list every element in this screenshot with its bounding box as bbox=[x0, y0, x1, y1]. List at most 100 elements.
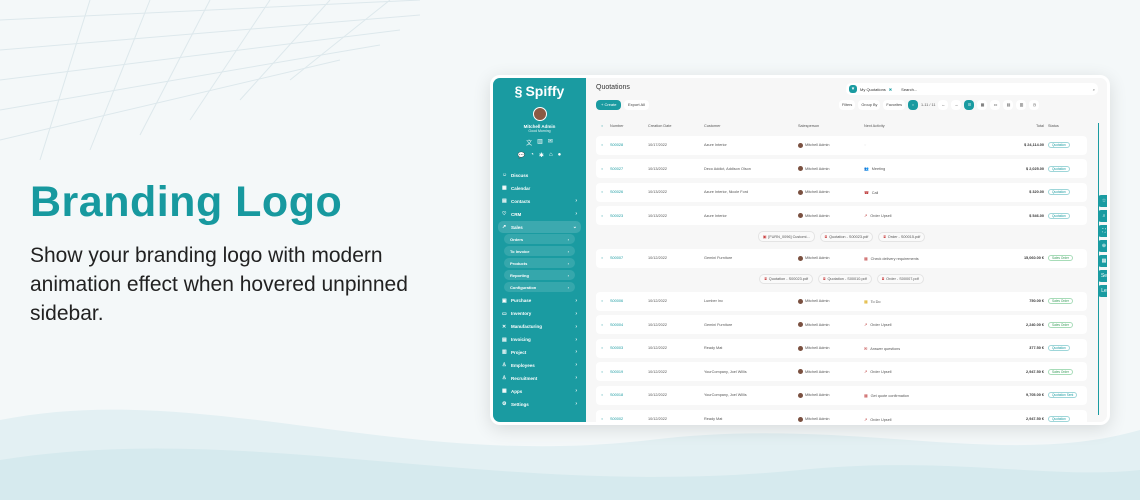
home-icon[interactable]: ⌂ bbox=[548, 152, 553, 158]
attachment-chip[interactable]: ▣ [FURN_0096] Customi... bbox=[757, 231, 815, 243]
sidebar-item-sales[interactable]: ↗ Sales ⌄ bbox=[498, 220, 581, 234]
floating-button[interactable]: Le bbox=[1098, 285, 1107, 297]
order-number[interactable]: S00018 bbox=[610, 393, 624, 398]
sidebar-item-manufacturing[interactable]: ✕ Manufacturing › bbox=[498, 320, 581, 333]
order-number[interactable]: S00002 bbox=[610, 417, 624, 422]
row-checkbox[interactable]: ○ bbox=[601, 143, 604, 148]
attachment-chip[interactable]: ⧈ Quotation - S00023.pdf bbox=[759, 274, 814, 285]
floating-button[interactable]: ▦ bbox=[1098, 255, 1107, 267]
search-icon[interactable]: ⌕ bbox=[1092, 86, 1095, 92]
select-all-checkbox[interactable]: ○ bbox=[601, 124, 604, 128]
export-all-button[interactable]: Export All bbox=[624, 100, 649, 110]
floating-button[interactable]: ⊕ bbox=[1098, 240, 1107, 252]
attachment-chip[interactable]: ⧈ Quotation - S00023.pdf bbox=[819, 231, 874, 242]
order-number[interactable]: S00023 bbox=[610, 213, 624, 218]
clock-icon[interactable]: ◌ bbox=[864, 143, 867, 148]
order-number[interactable]: S00004 bbox=[610, 322, 624, 327]
table-row[interactable]: ○ S00027 10/13/2022 Deco Addict, Addison Ol… bbox=[596, 159, 1087, 179]
sidebar-item-invoicing[interactable]: ▤ Invoicing › bbox=[498, 333, 581, 346]
row-checkbox[interactable]: ○ bbox=[601, 393, 604, 398]
col-status[interactable]: Status bbox=[1048, 124, 1059, 128]
filters-button[interactable]: Filters bbox=[839, 100, 856, 110]
prev-page-icon[interactable]: ← bbox=[938, 100, 949, 110]
attachment-chip[interactable]: ⧈ Quotation - S00010.pdf bbox=[818, 274, 872, 285]
table-row[interactable]: ○ S00003 10/12/2022 Ready Mat Mitchell Admin… bbox=[596, 338, 1087, 358]
table-row[interactable]: ○ S00007 10/12/2022 Gemini Furniture Mitchel… bbox=[596, 248, 1087, 268]
table-row[interactable]: ○ S00028 10/17/2022 Azure Interior Mitchell … bbox=[596, 135, 1087, 155]
order-number[interactable]: S00027 bbox=[610, 166, 624, 171]
sidebar-item-crm[interactable]: ♡ CRM › bbox=[498, 208, 581, 221]
avatar[interactable] bbox=[532, 107, 547, 121]
kanban-view-icon[interactable]: ▦ bbox=[977, 100, 988, 110]
refresh-icon[interactable]: ○ bbox=[908, 100, 919, 110]
table-row[interactable]: ○ S00006 10/12/2022 Lumber Inc Mitchell Admi… bbox=[596, 291, 1087, 311]
activity-view-icon[interactable]: ◷ bbox=[1029, 100, 1040, 110]
remove-facet-icon[interactable]: ✖ bbox=[888, 86, 893, 92]
sidebar-item-inventory[interactable]: ▭ Inventory › bbox=[498, 307, 581, 320]
col-date[interactable]: Creation Date bbox=[648, 124, 672, 128]
sidebar-subitem[interactable]: Products › bbox=[504, 258, 575, 269]
translate-icon[interactable]: 文 bbox=[526, 141, 533, 147]
table-row[interactable]: ○ S00002 10/12/2022 Ready Mat Mitchell Admin… bbox=[596, 409, 1087, 422]
create-button[interactable]: + Create bbox=[596, 100, 622, 110]
floating-button[interactable]: ☆ bbox=[1098, 195, 1107, 207]
floating-button[interactable]: ⌕ bbox=[1098, 210, 1107, 222]
row-checkbox[interactable]: ○ bbox=[601, 256, 604, 261]
order-number[interactable]: S00006 bbox=[610, 299, 624, 304]
calendar-icon[interactable]: ▦ bbox=[864, 256, 868, 261]
search-bar[interactable]: ▾ My Quotations ✖ Search... ⌕ bbox=[846, 83, 1098, 95]
scrollbar[interactable] bbox=[1097, 123, 1099, 415]
sidebar-subitem[interactable]: Configuration › bbox=[504, 282, 575, 293]
table-row[interactable]: ○ S00018 10/12/2022 YourCompany, Joel Willi… bbox=[596, 385, 1087, 405]
chat-icon[interactable]: 💬 bbox=[517, 153, 526, 159]
order-number[interactable]: S00007 bbox=[610, 256, 624, 261]
col-activity[interactable]: Next Activity bbox=[864, 124, 885, 128]
table-row[interactable]: ○ S00019 10/12/2022 YourCompany, Joel Willi… bbox=[596, 362, 1087, 382]
order-number[interactable]: S00026 bbox=[610, 190, 624, 195]
sidebar-item-calendar[interactable]: ▦ Calendar bbox=[498, 182, 581, 195]
sidebar-item-discuss[interactable]: ☺ Discuss bbox=[498, 169, 581, 182]
phone-icon[interactable]: ☎ bbox=[864, 190, 869, 195]
order-number[interactable]: S00019 bbox=[610, 369, 624, 374]
sidebar-item-recruitment[interactable]: ♙ Recruitment › bbox=[498, 372, 581, 385]
sidebar-item-project[interactable]: ▥ Project › bbox=[498, 346, 581, 359]
building-icon[interactable]: ▥ bbox=[537, 139, 543, 145]
calendar-icon[interactable]: ▦ bbox=[864, 393, 868, 398]
next-page-icon[interactable]: → bbox=[951, 100, 962, 110]
bulb-icon[interactable]: ● bbox=[557, 152, 562, 158]
upsell-icon[interactable]: ↗ bbox=[864, 417, 868, 422]
row-checkbox[interactable]: ○ bbox=[601, 346, 604, 351]
attachment-chip[interactable]: ⧈ Order - S00007.pdf bbox=[876, 274, 924, 285]
sidebar-item-purchase[interactable]: ▣ Purchase › bbox=[498, 294, 581, 307]
col-total[interactable]: Total bbox=[1035, 124, 1044, 128]
row-checkbox[interactable]: ○ bbox=[601, 369, 604, 374]
floating-button[interactable]: ⛶ bbox=[1098, 225, 1107, 237]
sidebar-subitem[interactable]: To Invoice › bbox=[504, 246, 575, 257]
attachment-chip[interactable]: ⧈ Order - S00015.pdf bbox=[878, 231, 926, 242]
row-checkbox[interactable]: ○ bbox=[601, 417, 604, 422]
row-checkbox[interactable]: ○ bbox=[601, 166, 604, 171]
row-checkbox[interactable]: ○ bbox=[601, 299, 604, 304]
sidebar-item-settings[interactable]: ⚙ Settings › bbox=[498, 398, 581, 411]
sidebar-subitem[interactable]: Orders › bbox=[504, 234, 575, 245]
sidebar-item-apps[interactable]: ▦ Apps › bbox=[498, 385, 581, 398]
col-salesperson[interactable]: Salesperson bbox=[798, 124, 820, 128]
list-view-icon[interactable]: ☰ bbox=[964, 100, 975, 110]
todo-icon[interactable]: ▦ bbox=[864, 299, 868, 304]
order-number[interactable]: S00028 bbox=[610, 143, 624, 148]
pivot-view-icon[interactable]: ▤ bbox=[1003, 100, 1014, 110]
graph-view-icon[interactable]: ▥ bbox=[1016, 100, 1027, 110]
table-row[interactable]: ○ S00026 10/13/2022 Azure Interior, Nicole … bbox=[596, 182, 1087, 202]
row-checkbox[interactable]: ○ bbox=[601, 322, 604, 327]
search-input[interactable]: Search... bbox=[901, 86, 918, 92]
table-row[interactable]: ○ S00004 10/12/2022 Gemini Furniture Mitchel… bbox=[596, 315, 1087, 335]
row-checkbox[interactable]: ○ bbox=[601, 213, 604, 218]
table-row[interactable]: ○ S00023 10/13/2022 Azure Interior Mitchell … bbox=[596, 206, 1087, 226]
sidebar-subitem[interactable]: Reporting › bbox=[504, 270, 575, 281]
sidebar-item-employees[interactable]: ♙ Employees › bbox=[498, 359, 581, 372]
order-number[interactable]: S00003 bbox=[610, 346, 624, 351]
col-number[interactable]: Number bbox=[610, 124, 624, 128]
clock-icon[interactable]: ◔ bbox=[530, 152, 534, 158]
calendar-view-icon[interactable]: ▭ bbox=[990, 100, 1001, 110]
upsell-icon[interactable]: ↗ bbox=[864, 323, 868, 328]
